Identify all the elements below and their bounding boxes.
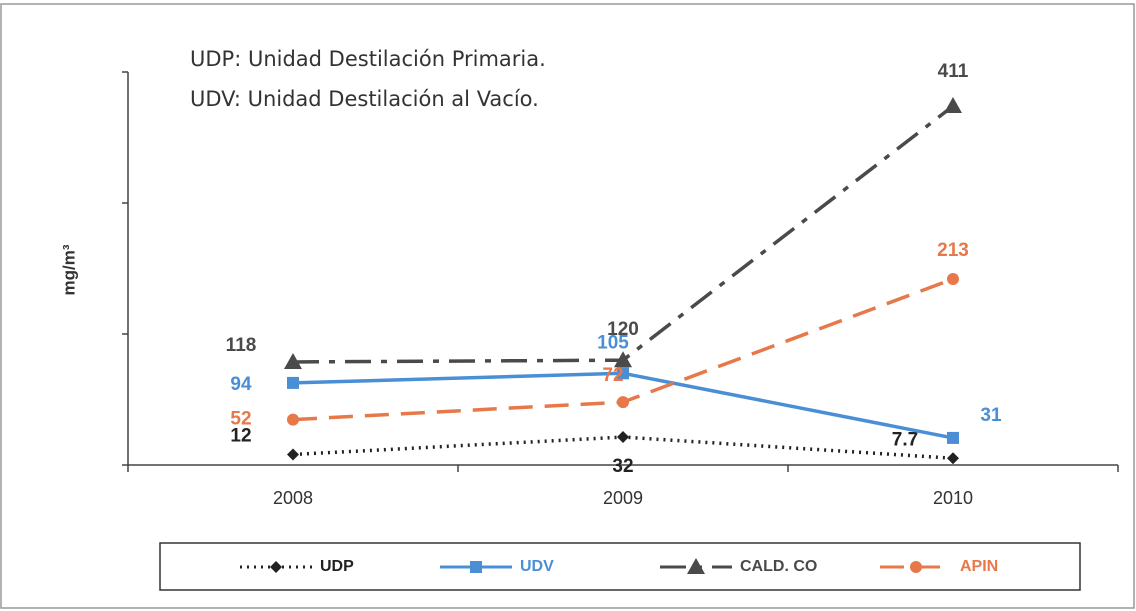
marker (287, 376, 299, 389)
legend-label: APIN (960, 558, 998, 575)
legend-box (159, 542, 1081, 591)
data-label: 120 (607, 319, 639, 340)
x-tick-label: 2010 (933, 488, 973, 508)
data-label: 94 (230, 374, 252, 395)
annotation: UDV: Unidad Destilación al Vacío. (190, 87, 539, 111)
data-label: 118 (226, 335, 257, 356)
marker (287, 413, 299, 426)
legend-label: UDV (520, 558, 554, 575)
marker (947, 452, 959, 465)
y-axis-label: mg/m³ (59, 244, 78, 295)
data-label: 52 (230, 409, 251, 430)
marker (614, 351, 632, 368)
legend-marker (687, 558, 705, 574)
annotation: UDP: Unidad Destilación Primaria. (190, 47, 546, 71)
marker (617, 367, 629, 380)
legend-marker (270, 561, 282, 573)
frame (0, 3, 1135, 609)
marker (947, 272, 959, 285)
data-label: 31 (980, 405, 1002, 426)
legend-marker (910, 561, 922, 573)
x-tick-label: 2008 (273, 488, 313, 508)
data-label: 105 (597, 332, 629, 353)
data-label: 7.7 (892, 429, 918, 450)
x-tick-label: 2009 (603, 488, 643, 508)
data-label: 72 (602, 365, 623, 386)
data-label: 32 (612, 456, 633, 477)
legend-marker (470, 561, 482, 573)
marker (947, 431, 959, 444)
marker (617, 431, 629, 444)
legend-label: CALD. CO (740, 558, 817, 575)
data-label: 12 (230, 426, 251, 447)
data-label: 213 (937, 240, 969, 261)
legend-label: UDP (320, 558, 354, 575)
marker (287, 448, 299, 461)
marker (284, 352, 302, 369)
marker (944, 97, 962, 114)
data-label: 411 (938, 61, 969, 82)
marker (617, 396, 629, 409)
